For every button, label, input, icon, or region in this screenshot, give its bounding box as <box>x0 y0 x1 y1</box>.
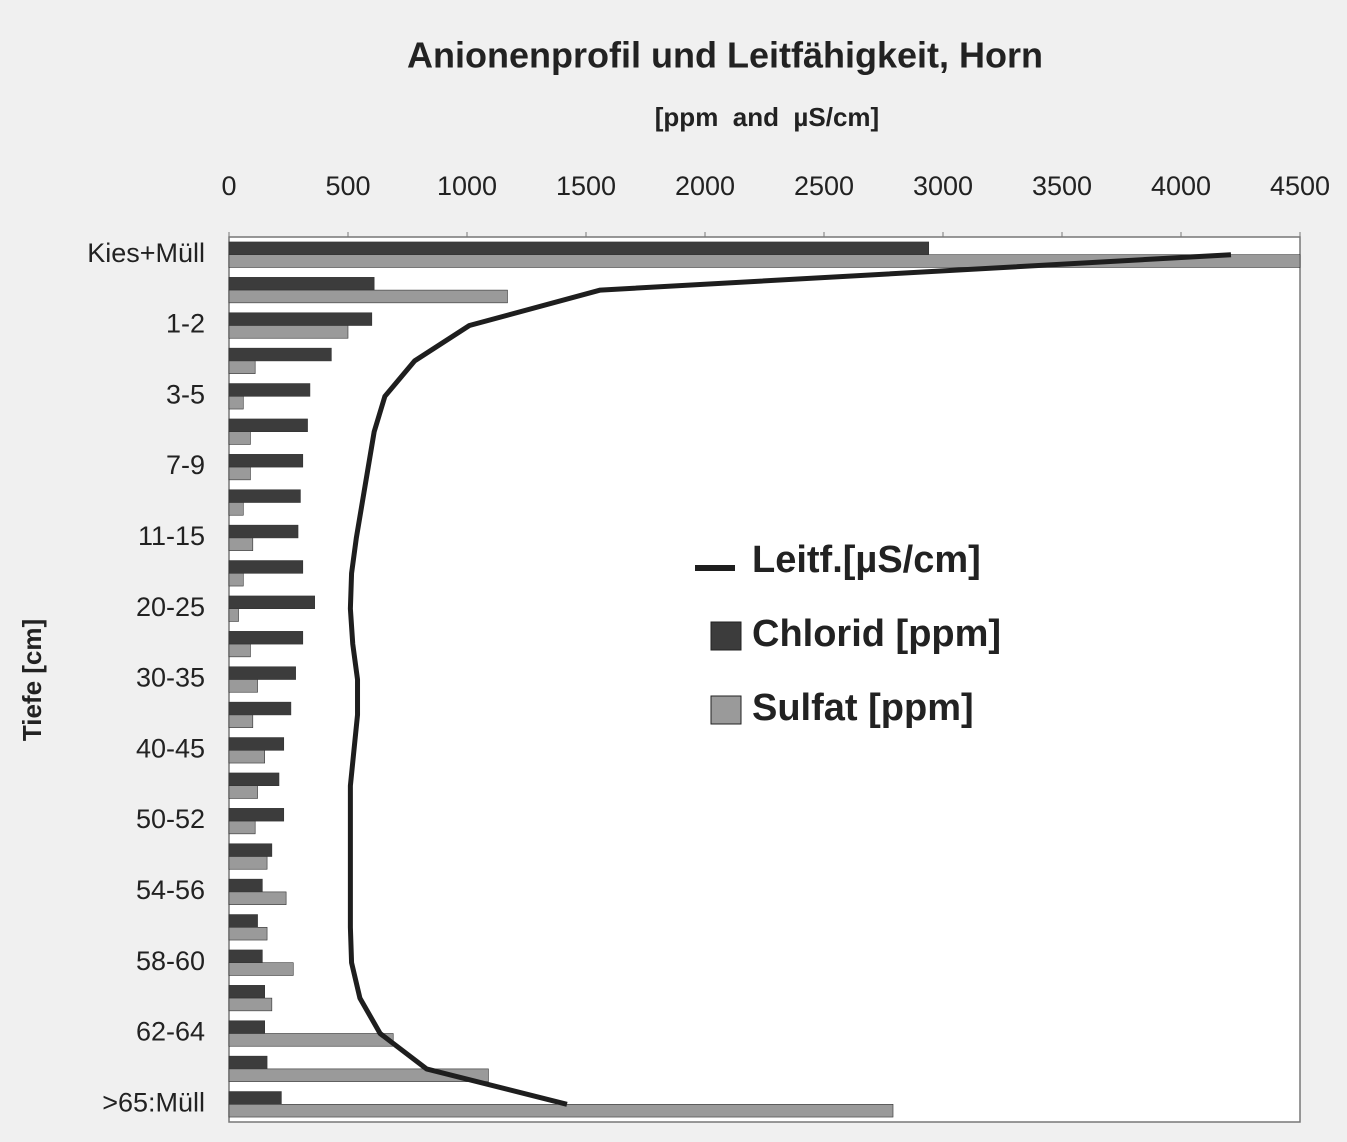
chart-title: Anionenprofil und Leitfähigkeit, Horn <box>407 35 1043 76</box>
bar <box>228 595 315 609</box>
bar <box>228 631 304 645</box>
y-tick-label: 50-52 <box>136 804 205 834</box>
bar <box>228 914 258 928</box>
bar <box>228 1033 394 1047</box>
bar <box>228 666 296 680</box>
legend-swatch <box>710 695 742 725</box>
y-tick-label: 1-2 <box>166 309 205 339</box>
subtitle: [ppm and µS/cm] <box>655 102 879 132</box>
bar <box>228 878 263 893</box>
bar <box>228 679 258 693</box>
bar <box>228 856 268 870</box>
bar <box>228 808 285 822</box>
bar <box>228 1020 266 1034</box>
bar <box>228 737 285 751</box>
bar <box>228 454 304 468</box>
bar <box>228 949 263 963</box>
y-tick-label: >65:Müll <box>102 1087 205 1117</box>
y-tick-label: 20-25 <box>136 592 205 622</box>
bar <box>228 325 349 339</box>
bar <box>228 347 332 362</box>
bar <box>228 502 244 516</box>
bar <box>228 1068 489 1082</box>
y-tick-label: 58-60 <box>136 946 205 976</box>
bar <box>228 489 301 503</box>
legend-label: Chlorid [ppm] <box>752 613 1001 655</box>
y-tick-label: 11-15 <box>138 521 205 551</box>
line <box>347 252 1232 1107</box>
bar <box>228 289 508 304</box>
legend-label: Leitf.[µS/cm] <box>752 539 981 581</box>
bar <box>228 1104 894 1118</box>
x-tick-label: 500 <box>325 171 370 201</box>
bar <box>228 431 251 445</box>
bar <box>228 241 930 255</box>
legend-swatch <box>710 621 742 651</box>
x-tick-label: 3500 <box>1032 171 1092 201</box>
y-tick-label: 30-35 <box>136 663 205 693</box>
y-tick-label: 62-64 <box>136 1017 205 1047</box>
bar <box>228 383 311 397</box>
y-axis-title: Tiefe [cm] <box>17 619 47 741</box>
y-tick-label: 54-56 <box>136 875 205 905</box>
bar <box>228 785 258 799</box>
y-tick-label: 3-5 <box>166 379 205 409</box>
bar <box>228 772 280 786</box>
bar <box>228 643 251 658</box>
x-tick-label: 1000 <box>437 171 497 201</box>
bar <box>228 985 266 999</box>
plot-area <box>228 236 1301 1123</box>
bar <box>228 843 273 857</box>
bar <box>228 537 254 551</box>
bar <box>228 820 256 835</box>
bar <box>228 608 239 622</box>
bar <box>228 524 299 539</box>
bar <box>228 714 254 728</box>
bar <box>228 560 304 574</box>
legend-label: Sulfat [ppm] <box>752 687 974 729</box>
x-tick-label: 1500 <box>556 171 616 201</box>
bar <box>228 572 244 587</box>
bar <box>228 1091 282 1105</box>
bar <box>228 891 287 905</box>
bar <box>228 360 256 374</box>
bar <box>228 312 373 326</box>
x-tick-label: 3000 <box>913 171 973 201</box>
bar <box>228 997 273 1012</box>
bar <box>228 277 375 291</box>
bar <box>228 962 294 976</box>
bar <box>228 749 266 764</box>
x-tick-label: 4500 <box>1270 171 1330 201</box>
y-tick-label: 40-45 <box>136 733 205 763</box>
bar <box>228 395 244 410</box>
x-tick-label: 2500 <box>794 171 854 201</box>
bar <box>228 926 268 941</box>
x-tick-label: 4000 <box>1151 171 1211 201</box>
x-tick-label: 2000 <box>675 171 735 201</box>
bar <box>228 466 251 481</box>
bar <box>228 1055 268 1070</box>
y-tick-label: Kies+Müll <box>87 238 205 268</box>
y-tick-label: 7-9 <box>166 450 205 480</box>
bar <box>228 701 292 716</box>
bar <box>228 418 308 432</box>
x-tick-label: 0 <box>221 171 236 201</box>
